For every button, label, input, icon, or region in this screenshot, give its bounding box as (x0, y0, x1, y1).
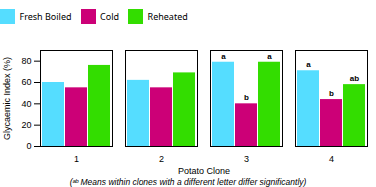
svg-text:a: a (306, 60, 311, 69)
svg-text:3: 3 (244, 153, 249, 163)
html-text:Cold: Cold (100, 10, 120, 23)
svg-text:60: 60 (21, 77, 31, 87)
svg-text:0: 0 (26, 141, 31, 151)
html-text:Reheated: Reheated (147, 10, 188, 23)
svg-text:40: 40 (21, 98, 31, 108)
svg-text:Potato Clone: Potato Clone (178, 165, 230, 175)
html-text:(ᵃᵇ Means within clones with a: (ᵃᵇ Means within clones with a different… (69, 176, 307, 187)
svg-text:Glycaemic Index (%): Glycaemic Index (%) (2, 56, 12, 139)
svg-text:ab: ab (350, 74, 359, 83)
svg-text:1: 1 (74, 153, 79, 163)
svg-text:b: b (329, 89, 334, 98)
svg-text:a: a (267, 51, 272, 60)
svg-text:80: 80 (21, 56, 31, 66)
svg-text:20: 20 (21, 120, 31, 130)
html-text:Fresh Boiled: Fresh Boiled (19, 10, 72, 23)
svg-text:a: a (221, 51, 226, 60)
svg-text:4: 4 (329, 153, 334, 163)
svg-text:2: 2 (159, 153, 164, 163)
svg-text:b: b (244, 93, 249, 102)
